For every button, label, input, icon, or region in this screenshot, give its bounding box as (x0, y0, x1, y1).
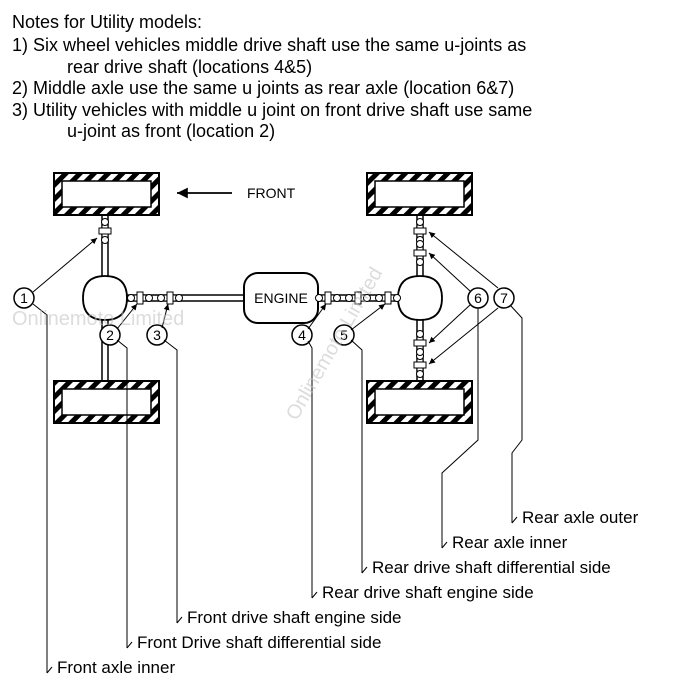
u-joint (414, 218, 426, 243)
drivetrain-diagram: ENGINE FRONT 1 Front axle inner 2 Front Drive… (12, 153, 682, 683)
callout-num: 3 (153, 327, 161, 343)
callout-label-2: Front Drive shaft differential side (137, 633, 381, 652)
callout-num: 5 (340, 327, 348, 343)
callout-num: 6 (474, 290, 482, 306)
u-joint (346, 292, 371, 304)
note-line: u-joint as front (location 2) (12, 121, 688, 143)
u-joint (316, 292, 341, 304)
differential (398, 276, 442, 320)
u-joint (128, 292, 153, 304)
callout-label-3: Front drive shaft engine side (187, 608, 402, 627)
differential (83, 276, 127, 320)
callout-label-5: Rear drive shaft differential side (372, 558, 611, 577)
callout-label-4: Rear drive shaft engine side (322, 583, 534, 602)
callout-label-1: Front axle inner (57, 658, 175, 677)
u-joint (376, 292, 401, 304)
callout-num: 7 (500, 290, 508, 306)
notes-title: Notes for Utility models: (12, 12, 688, 33)
note-line: 3) Utility vehicles with middle u joint … (12, 100, 688, 122)
u-joint (414, 330, 426, 355)
note-line: 2) Middle axle use the same u joints as … (12, 78, 688, 100)
callout-num: 1 (20, 290, 28, 306)
notes-lines: 1) Six wheel vehicles middle drive shaft… (12, 35, 688, 143)
u-joint (414, 240, 426, 265)
callout-num: 4 (298, 327, 306, 343)
note-line: 1) Six wheel vehicles middle drive shaft… (12, 35, 688, 57)
front-label: FRONT (247, 185, 296, 201)
engine-label: ENGINE (254, 290, 308, 306)
callout-label-6: Rear axle inner (452, 533, 568, 552)
callout-label-7: Rear axle outer (522, 508, 639, 527)
u-joint (414, 352, 426, 377)
u-joint (158, 292, 183, 304)
note-line: rear drive shaft (locations 4&5) (12, 57, 688, 79)
notes-block: Notes for Utility models: 1) Six wheel v… (12, 12, 688, 143)
diagram-svg: ENGINE FRONT 1 Front axle inner 2 Front Drive… (12, 153, 682, 683)
u-joint (99, 218, 111, 243)
callout-num: 2 (106, 327, 114, 343)
